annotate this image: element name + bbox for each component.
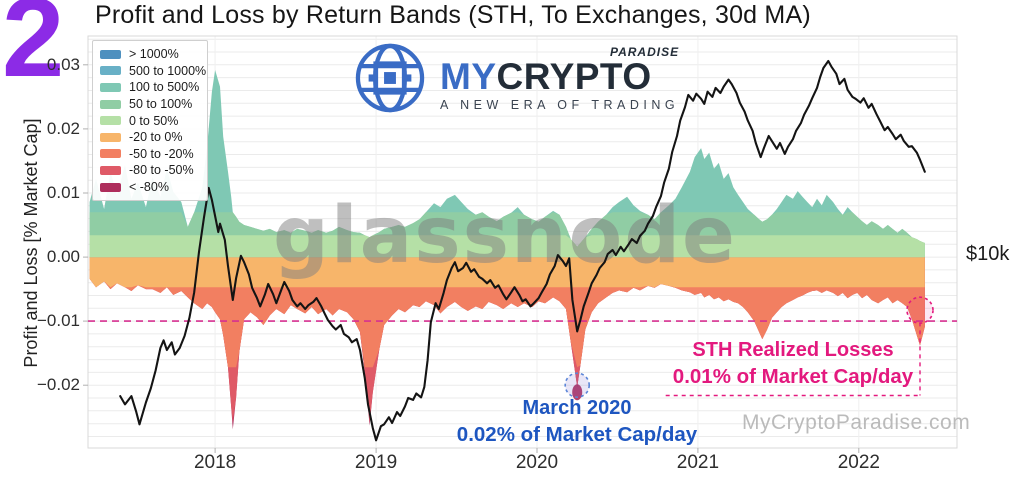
loss-band-areas [89,257,925,430]
legend-label: > 1000% [129,47,179,62]
legend-label: -20 to 0% [129,130,183,145]
glassnode-watermark: glassnode [273,191,737,281]
legend-swatch [100,99,121,109]
legend-item[interactable]: 500 to 1000% [100,63,206,80]
profit-band-100-500 [89,70,925,258]
y-tick-label: −0.01 [36,311,80,331]
sth-losses-circle-marker [906,296,934,325]
legend-item[interactable]: > 1000% [100,46,199,63]
legend-label: 100 to 500% [129,80,200,95]
legend-label: 0 to 50% [129,113,179,128]
legend-swatch [100,116,121,126]
legend-item[interactable]: -80 to -50% [100,162,199,179]
legend-label: -80 to -50% [129,163,194,178]
legend-item[interactable]: -50 to -20% [100,146,199,163]
slide-number: 2 [2,0,64,100]
axis-tick-marks [83,64,860,453]
globe-circuit-icon [355,43,425,113]
mycryptoparadise-logo: PARADISE MYCRYPTO A NEW ERA OF TRADING [352,40,679,116]
logo-wordmark-my: MY [440,55,497,97]
march-2020-annotation-line1: March 2020 [522,397,632,419]
site-watermark: MyCryptoParadise.com [742,411,971,434]
legend-swatch [100,49,121,59]
legend-label: -50 to -20% [129,146,194,161]
legend-label: 500 to 1000% [129,63,207,78]
profit-band-0-50 [89,235,925,258]
return-bands-legend: > 1000% 500 to 1000% 100 to 500% 50 to 100%… [92,40,208,202]
y-tick-label: −0.02 [36,375,80,395]
legend-label: 50 to 100% [129,97,193,112]
loss-band-20-0 [89,257,925,288]
logo-superscript: PARADISE [609,44,680,59]
legend-swatch [100,82,121,92]
legend-item[interactable]: -20 to 0% [100,129,199,146]
legend-item[interactable]: < -80% [100,179,199,196]
x-tick-label: 2022 [837,452,880,473]
logo-wordmark-crypto: CRYPTO [496,55,652,97]
legend-swatch [100,165,121,175]
legend-item[interactable]: 0 to 50% [100,112,199,129]
y-tick-label: 0.03 [46,54,80,74]
btc-price-line [119,59,926,442]
y-tick-label: 0.01 [46,182,80,202]
extreme-loss-marker [572,384,583,401]
x-tick-label: 2021 [676,452,720,473]
march-2020-annotation: March 2020 0.02% of Market Cap/day [437,395,717,448]
x-tick-label: 2018 [193,452,237,473]
legend-swatch [100,132,121,142]
legend-item[interactable]: 50 to 100% [100,96,199,113]
plot-border [87,35,958,449]
sth-losses-connector [665,322,921,397]
x-tick-label: 2020 [515,452,559,473]
legend-item[interactable]: 100 to 500% [100,79,199,96]
legend-swatch [100,149,121,159]
logo-tagline: A NEW ERA OF TRADING [440,97,680,112]
march-2020-circle-marker [564,372,591,399]
profit-band-areas [89,70,925,258]
legend-label: < -80% [129,180,169,195]
y-tick-label: 0.00 [46,247,80,267]
y-tick-label: 0.02 [46,118,80,138]
sth-losses-annotation-line2: 0.01% of Market Cap/day [672,365,914,389]
sth-losses-annotation-line1: STH Realized Losses [692,339,894,361]
x-tick-label: 2019 [354,452,398,473]
legend-swatch [100,182,121,192]
price-axis-label: $10k [966,243,1010,265]
chart-title: Profit and Loss by Return Bands (STH, To… [95,1,811,29]
march-2020-annotation-line2: 0.02% of Market Cap/day [456,423,698,447]
legend-swatch [100,66,121,76]
logo-wordmark: MYCRYPTO [440,58,679,95]
sth-losses-annotation: STH Realized Losses 0.01% of Market Cap/… [650,337,936,390]
